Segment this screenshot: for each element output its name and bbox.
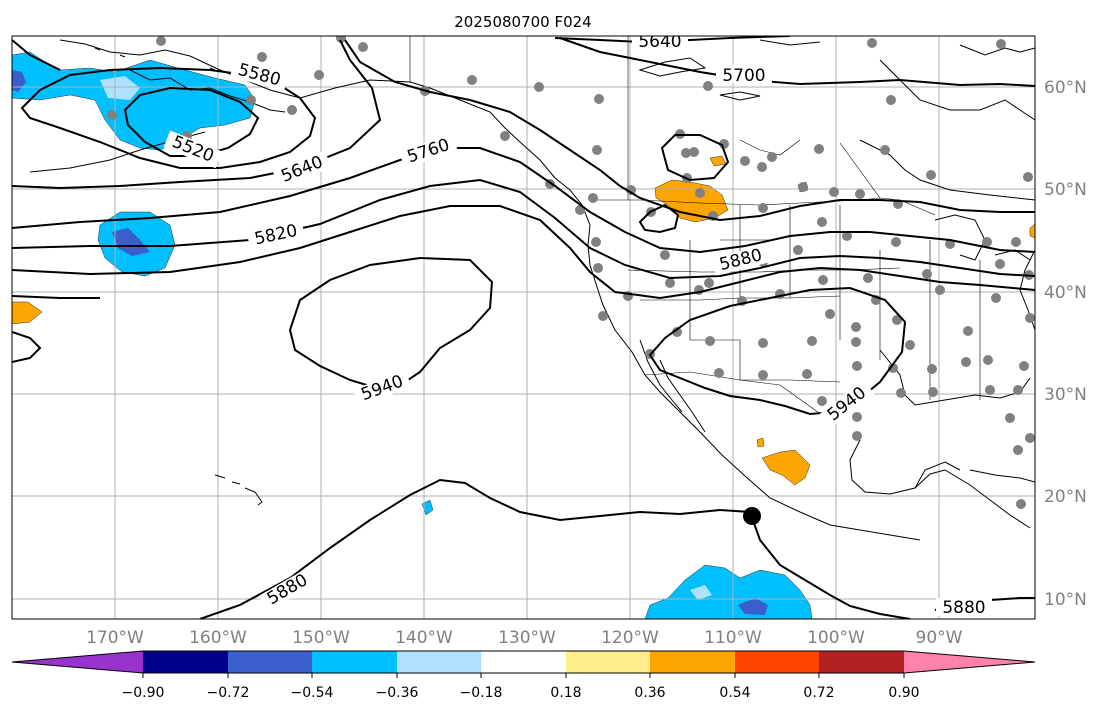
contour-5880-east — [12, 295, 100, 299]
colorbar-tick-label: −0.54 — [291, 685, 334, 701]
colorbar-segment — [819, 651, 904, 673]
contour-5940-mexico — [648, 286, 907, 416]
contour-label-5640-top: 5640 — [638, 32, 681, 52]
lon-label: 170°W — [86, 628, 144, 648]
contour-5760 — [12, 147, 1035, 254]
positive-anomaly-region-mexico-small — [756, 437, 765, 448]
colorbar-segment — [904, 651, 1035, 673]
map-content: 5640 5700 5580 5520 5640 5760 5820 — [12, 32, 1035, 619]
map-title: 2025080700 F024 — [454, 13, 591, 31]
colorbar-tick-label: −0.36 — [376, 685, 419, 701]
lon-label: 130°W — [498, 628, 556, 648]
colorbar-tick-label: −0.90 — [122, 685, 165, 701]
colorbar-segment — [228, 651, 312, 673]
colorbar-segment — [735, 651, 819, 673]
latitude-labels: 60°N 50°N 40°N 30°N 20°N 10°N — [1044, 78, 1087, 610]
lat-label: 20°N — [1044, 487, 1087, 507]
positive-anomaly-region-mexico — [761, 449, 811, 486]
lat-label: 40°N — [1044, 283, 1087, 303]
moderate-negative-region-tropical — [690, 585, 712, 600]
colorbar-ticks — [142, 673, 905, 678]
colorbar-tick-label: −0.18 — [460, 685, 503, 701]
colorbar-segment — [143, 651, 228, 673]
strong-negative-region-mid-pacific — [112, 228, 150, 256]
lat-label: 50°N — [1044, 180, 1087, 200]
colorbar-tick-label: 0.90 — [888, 685, 919, 701]
contour-labels: 5640 5700 5580 5520 5640 5760 5820 — [163, 32, 992, 618]
colorbar-tick-label: −0.72 — [207, 685, 250, 701]
contour-5700 — [559, 37, 1035, 87]
colorbar-segment — [397, 651, 481, 673]
colorbar-tick-labels: −0.90 −0.72 −0.54 −0.36 −0.18 0.18 0.36 … — [122, 685, 920, 701]
colorbar-tick-label: 0.72 — [803, 685, 834, 701]
negative-anomaly-region-tropical — [644, 564, 813, 619]
map-frame — [11, 35, 1036, 620]
contour-5880-north — [12, 205, 1035, 300]
contour-5580 — [20, 66, 317, 169]
positive-anomaly-region-pacific-west — [12, 301, 43, 325]
lon-label: 100°W — [807, 628, 865, 648]
colorbar-segment — [650, 651, 735, 673]
contour-label-5880-east: 5880 — [942, 598, 985, 618]
colorbar-tick-label: 0.36 — [634, 685, 665, 701]
contour-5940-pacific — [288, 256, 494, 394]
lon-label: 110°W — [704, 628, 762, 648]
colorbar-segment — [12, 651, 143, 673]
colorbar-segment — [312, 651, 397, 673]
longitude-labels: 170°W 160°W 150°W 140°W 130°W 120°W 110°… — [86, 628, 963, 648]
lat-label: 30°N — [1044, 385, 1087, 405]
lon-label: 90°W — [916, 628, 963, 648]
positive-anomaly-region-east — [1029, 223, 1035, 239]
contour-5880-tropical — [199, 478, 911, 619]
height-contours — [12, 36, 1035, 619]
lat-label: 60°N — [1044, 78, 1087, 98]
moderate-negative-region-bering — [100, 76, 140, 100]
lon-label: 120°W — [601, 628, 659, 648]
coastlines — [29, 39, 1035, 541]
negative-anomaly-region-small — [421, 499, 434, 516]
contour-5520 — [123, 86, 260, 157]
colorbar-segment — [481, 651, 566, 673]
colorbar-tick-label: 0.18 — [550, 685, 581, 701]
contour-label-5700: 5700 — [722, 66, 765, 86]
colorbar-tick-label: 0.54 — [719, 685, 750, 701]
colorbar-segment — [566, 651, 650, 673]
lat-label: 10°N — [1044, 590, 1087, 610]
lon-label: 160°W — [189, 628, 247, 648]
colorbar: −0.90 −0.72 −0.54 −0.36 −0.18 0.18 0.36 … — [11, 650, 1036, 701]
lon-label: 140°W — [395, 628, 453, 648]
strong-negative-region-tropical — [738, 598, 768, 615]
lon-label: 150°W — [292, 628, 350, 648]
